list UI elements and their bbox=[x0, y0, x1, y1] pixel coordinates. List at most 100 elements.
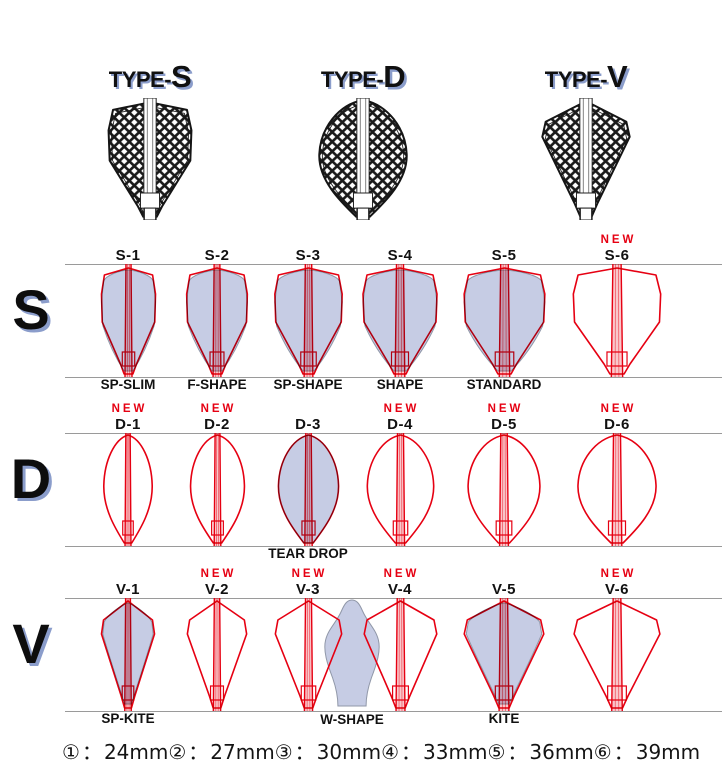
shaft-edges bbox=[500, 433, 509, 546]
flight-drawing bbox=[354, 598, 447, 711]
flight-cell-v-4: NEW V-4 bbox=[330, 568, 470, 727]
shaft-tip bbox=[357, 208, 368, 220]
flight-row-d: D NEW D-1 NEW D-2 D-3 TEAR DROP NEW D-4 NEW D-5 NEW… bbox=[0, 403, 726, 563]
column-label: S-6 bbox=[604, 247, 630, 264]
shaft-edges bbox=[499, 598, 509, 711]
flight-row-s: S S-1 SP-SLIM S-2 F-SHAPE S-3 SP-SHAPE S-4 SHAPE… bbox=[0, 234, 726, 394]
column-label: S-3 bbox=[295, 247, 321, 264]
shape-name-label: TEAR DROP bbox=[268, 546, 348, 561]
type-title: TYPE- V bbox=[544, 60, 628, 96]
flight-drawing bbox=[176, 264, 258, 377]
flight-cell-d-6: NEW D-6 bbox=[547, 403, 687, 562]
flight-drawing bbox=[270, 433, 347, 546]
w-shape-label: W-SHAPE bbox=[320, 712, 384, 727]
flight-cell-s-3: S-3 SP-SHAPE bbox=[238, 234, 378, 393]
flight-shaft bbox=[301, 433, 314, 546]
type-title-prefix: TYPE- bbox=[544, 67, 608, 92]
column-label: S-5 bbox=[491, 247, 517, 264]
size-value: 33mm bbox=[423, 740, 488, 764]
new-badge: NEW bbox=[111, 403, 148, 415]
shaft-protector-box bbox=[210, 352, 224, 366]
new-badge: NEW bbox=[600, 403, 637, 415]
row-letter-s: S bbox=[12, 278, 50, 341]
shaft-protector-box bbox=[609, 521, 626, 535]
column-label: V-2 bbox=[204, 581, 229, 598]
shaft-inner-lines bbox=[399, 433, 402, 546]
column-label: V-6 bbox=[604, 581, 629, 598]
size-legend-item-3: ③： 30mm bbox=[275, 736, 381, 765]
shape-name-label: SP-SLIM bbox=[100, 377, 156, 392]
shaft-edges bbox=[611, 264, 622, 377]
flight-drawing bbox=[453, 598, 555, 711]
flight-cell-d-3: D-3 TEAR DROP bbox=[238, 403, 378, 562]
flight-shaft bbox=[300, 264, 315, 377]
type-d-flight-icon bbox=[307, 98, 419, 220]
type-header-s: TYPE- S bbox=[58, 60, 242, 220]
size-value: 27mm bbox=[210, 740, 275, 764]
shaft-body bbox=[124, 264, 132, 377]
shaft-inner-lines bbox=[502, 598, 505, 711]
shape-name-label: STANDARD bbox=[466, 377, 542, 392]
column-label: D-4 bbox=[387, 416, 413, 433]
flight-drawing bbox=[263, 264, 354, 377]
new-badge: NEW bbox=[383, 403, 420, 415]
flight-drawing bbox=[458, 433, 550, 546]
shaft-protector-box bbox=[122, 686, 134, 700]
shaft-inner-lines bbox=[127, 598, 129, 711]
shaft-body bbox=[611, 598, 623, 711]
shaft-body bbox=[303, 264, 313, 377]
flight-shaft bbox=[495, 264, 514, 377]
shaft-edges bbox=[125, 433, 131, 546]
row-bottom-line bbox=[65, 711, 722, 712]
flight-shaft bbox=[211, 598, 224, 711]
flight-drawing bbox=[94, 598, 162, 711]
flight-cell-d-2: NEW D-2 bbox=[147, 403, 287, 562]
shaft-edges bbox=[396, 433, 404, 546]
size-legend-item-6: ⑥： 39mm bbox=[594, 736, 700, 765]
shaft-edges bbox=[213, 264, 221, 377]
flight-shaft bbox=[123, 433, 134, 546]
shaft-protector-box bbox=[496, 521, 512, 535]
shaft-body bbox=[498, 264, 510, 377]
flight-shaft bbox=[392, 598, 408, 711]
shaft-inner-lines bbox=[398, 264, 401, 377]
shaft-inner-lines bbox=[307, 433, 309, 546]
shaft-inner-lines bbox=[503, 433, 506, 546]
flight-cell-v-1: V-1 SP-KITE bbox=[58, 568, 198, 727]
flight-cell-v-6: NEW V-6 bbox=[547, 568, 687, 727]
column-label: S-1 bbox=[115, 247, 141, 264]
shaft-body bbox=[612, 433, 622, 546]
flight-cell-s-5: S-5 STANDARD bbox=[434, 234, 574, 393]
row-letter-v: V bbox=[12, 612, 50, 675]
type-header-v: TYPE- V bbox=[494, 60, 678, 220]
shaft-inner-lines bbox=[502, 264, 505, 377]
new-badge: NEW bbox=[487, 403, 524, 415]
size-legend-item-1: ①： 24mm bbox=[62, 736, 168, 765]
column-label: D-5 bbox=[491, 416, 517, 433]
shaft-protector-box bbox=[392, 686, 408, 700]
flight-cell-s-1: S-1 SP-SLIM bbox=[58, 234, 198, 393]
shaft-edges bbox=[396, 598, 405, 711]
shaft-protector-box bbox=[495, 686, 512, 700]
row-top-line bbox=[65, 433, 722, 434]
size-legend-item-4: ④： 33mm bbox=[381, 736, 487, 765]
shaft-body bbox=[303, 598, 313, 711]
shape-name-label: KITE bbox=[488, 711, 520, 726]
row-letter-d: D bbox=[10, 447, 52, 510]
circled-number: ④ bbox=[381, 740, 400, 764]
shaft-protector-box bbox=[211, 521, 223, 535]
size-value: 24mm bbox=[103, 740, 169, 764]
shaft-inner-lines bbox=[399, 598, 402, 711]
shaft-inner-lines bbox=[216, 598, 218, 711]
shaft-inner-lines bbox=[127, 433, 129, 546]
shaft-protector-box bbox=[211, 686, 224, 700]
shaft-body bbox=[125, 433, 131, 546]
circled-number: ② bbox=[168, 740, 187, 764]
shaft-body bbox=[213, 264, 221, 377]
shaft-protector-box bbox=[393, 521, 407, 535]
type-title: TYPE- S bbox=[109, 60, 192, 96]
shaft-protector-box bbox=[392, 352, 409, 366]
shaft-protector-box bbox=[301, 521, 314, 535]
type-s-flight-icon bbox=[94, 98, 206, 220]
type-title-letter: D bbox=[383, 59, 406, 94]
